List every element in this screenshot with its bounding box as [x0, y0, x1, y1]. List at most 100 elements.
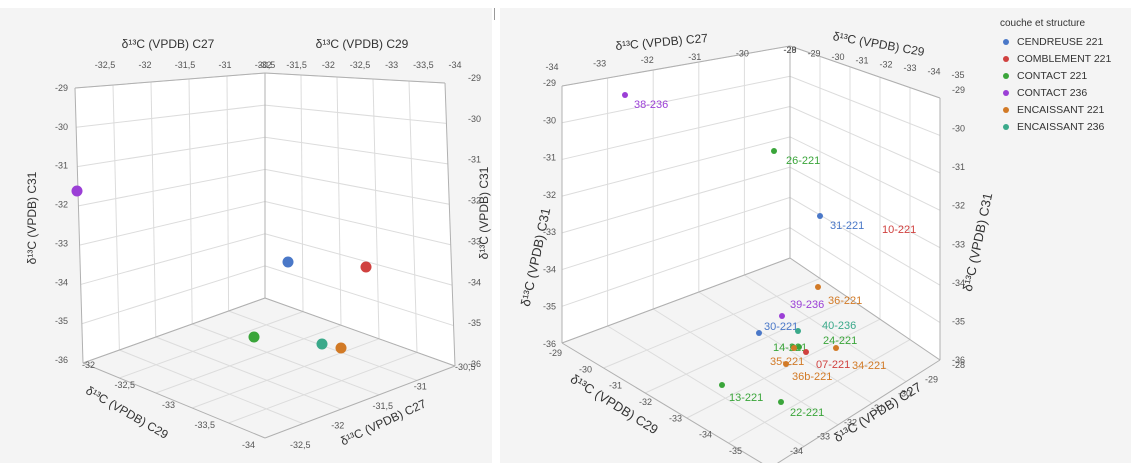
- point-label: 34-221: [852, 360, 886, 372]
- point-label: 38-236: [634, 99, 668, 111]
- tick-label: -31: [543, 153, 556, 163]
- tick-label: -34: [55, 277, 68, 287]
- tick-label: -36: [952, 355, 965, 365]
- tick-label: -33: [55, 238, 68, 248]
- tick-label: -29: [952, 85, 965, 95]
- scatter-point[interactable]: [71, 185, 83, 197]
- tick-label: -34: [468, 277, 481, 287]
- grid-line: [188, 78, 193, 325]
- right-3d-scatter-chart[interactable]: -34 -33 -32 -31 -30 -29-28 -29 -30 -31 -32 -33 -34-…: [500, 8, 1131, 468]
- back-wall-right: [790, 46, 940, 360]
- scatter-point[interactable]: [791, 345, 797, 351]
- tick-label: -33: [817, 432, 830, 442]
- floor-grid-line: [228, 351, 418, 424]
- point-label: 31-221: [830, 220, 864, 232]
- tick-label: -31,5: [175, 60, 196, 70]
- scatter-point[interactable]: [833, 345, 839, 351]
- floor-grid-line: [603, 277, 821, 369]
- tick-label: -34: [242, 440, 255, 450]
- scatter-point[interactable]: [316, 338, 328, 350]
- floor-grid-line: [155, 336, 342, 410]
- axis-title: δ¹³C (VPDB) C31: [25, 171, 39, 264]
- legend-marker: [1003, 72, 1009, 79]
- legend-item[interactable]: CONTACT 236: [1000, 84, 1131, 101]
- tick-label: -29: [549, 348, 562, 358]
- tick-label: -34: [545, 62, 558, 72]
- tick-label: -36: [468, 359, 481, 369]
- scatter-point[interactable]: [719, 382, 725, 388]
- floor-grid-line: [744, 274, 907, 383]
- tick-label: -31,5: [373, 401, 394, 411]
- tick-label: -30: [736, 48, 749, 58]
- tick-label: -35: [729, 446, 742, 456]
- tick-label: -33: [593, 59, 606, 69]
- tick-label: -31: [414, 382, 427, 392]
- scatter-point[interactable]: [248, 331, 260, 343]
- point-label: 10-221: [882, 224, 916, 236]
- cube-edge: [264, 365, 456, 439]
- grid-line: [336, 76, 342, 326]
- scatter-point[interactable]: [803, 349, 809, 355]
- scatter-point[interactable]: [622, 92, 628, 98]
- tick-label: -32: [468, 196, 481, 206]
- axis-title: δ¹³C (VPDB) C31: [518, 206, 554, 307]
- tick-label: -33,5: [194, 420, 215, 430]
- scatter-point[interactable]: [815, 284, 821, 290]
- tick-label: -32: [258, 60, 271, 70]
- tick-label: -32,5: [350, 60, 371, 70]
- scatter-point[interactable]: [796, 344, 802, 350]
- cube-edge: [561, 45, 791, 87]
- panel-divider: [494, 8, 495, 20]
- floor-grid-line: [686, 318, 881, 419]
- tick-label: -32: [322, 60, 335, 70]
- scatter-point[interactable]: [360, 261, 372, 273]
- tick-label: -32: [543, 190, 556, 200]
- scatter-point[interactable]: [779, 313, 785, 319]
- legend-item[interactable]: CONTACT 221: [1000, 67, 1131, 84]
- floor-grid-line: [607, 325, 805, 447]
- tick-label: -32: [331, 421, 344, 431]
- scatter-point[interactable]: [771, 148, 777, 154]
- tick-label: -30,5: [255, 60, 276, 70]
- legend-item[interactable]: CENDREUSE 221: [1000, 33, 1131, 50]
- tick-label: -29: [783, 45, 796, 55]
- tick-label: -33,5: [413, 60, 434, 70]
- scatter-point[interactable]: [756, 330, 762, 336]
- tick-label: -35: [468, 318, 481, 328]
- right-3d-scatter-panel: -34 -33 -32 -31 -30 -29 -28 -29 -30 -31 -32 -33 -34-…: [500, 8, 1131, 468]
- floor-grid-line: [119, 311, 304, 379]
- axis-title: δ¹³C (VPDB) C27: [831, 379, 924, 445]
- cube-edge: [82, 362, 266, 439]
- legend-item[interactable]: COMBLEMENT 221: [1000, 50, 1131, 67]
- cube-edge: [82, 297, 266, 364]
- tick-label: -31: [468, 155, 481, 165]
- legend-item[interactable]: ENCAISSANT 221: [1000, 101, 1131, 118]
- left-3d-scatter-chart[interactable]: -32,5 -32 -31,5 -31 -30,5-32 -31,5 -32 -32,5 -33…: [0, 8, 492, 463]
- cube-edge: [789, 45, 941, 99]
- legend-item[interactable]: ENCAISSANT 236: [1000, 118, 1131, 135]
- legend-label: CONTACT 221: [1017, 69, 1088, 82]
- point-label: 14-221: [773, 342, 807, 354]
- cube-edge: [74, 72, 266, 89]
- scatter-point[interactable]: [783, 361, 789, 367]
- floor-grid-line: [119, 349, 304, 425]
- floor-grid-line: [698, 291, 873, 404]
- scatter-point[interactable]: [282, 256, 294, 268]
- scatter-point[interactable]: [335, 342, 347, 354]
- grid-line: [372, 78, 380, 339]
- axis-title: δ¹³C (VPDB) C27: [122, 37, 215, 51]
- scatter-point[interactable]: [795, 328, 801, 334]
- tick-label: -33: [952, 239, 965, 249]
- tick-label: -33: [669, 413, 682, 423]
- back-wall-left: [75, 73, 265, 363]
- tick-label: -30: [952, 124, 965, 134]
- tick-label: -30: [55, 122, 68, 132]
- floor-grid-line: [192, 323, 380, 396]
- floor-grid-line: [728, 339, 911, 444]
- tick-label: -34: [699, 430, 712, 440]
- tick-label: -30: [468, 114, 481, 124]
- scatter-point[interactable]: [817, 213, 823, 219]
- scatter-point[interactable]: [778, 399, 784, 405]
- point-label: 40-236: [822, 320, 856, 332]
- point-label: 36b-221: [792, 371, 832, 383]
